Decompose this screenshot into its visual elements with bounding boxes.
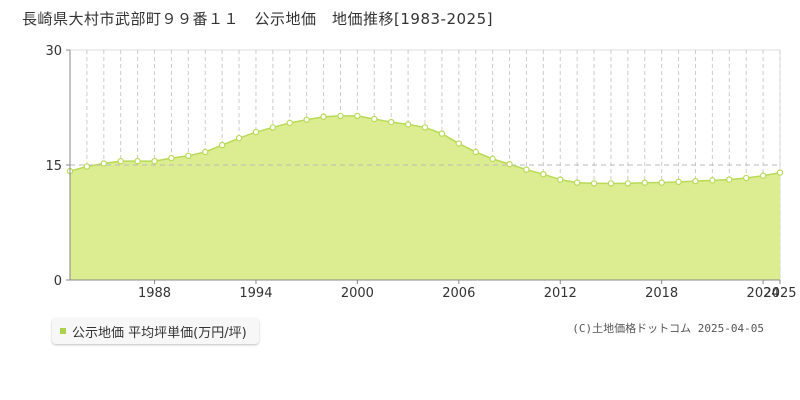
series-area	[70, 115, 780, 280]
data-point	[421, 124, 429, 131]
legend: 公示地価 平均坪単価(万円/坪)	[52, 318, 259, 344]
data-point	[557, 176, 564, 183]
x-tick-label: 2006	[442, 286, 475, 301]
data-point	[472, 148, 479, 156]
data-point	[455, 140, 463, 147]
data-point	[590, 180, 598, 187]
data-point	[185, 152, 192, 159]
x-tick-label: 2025	[763, 286, 796, 301]
x-tick-label: 2000	[341, 286, 374, 301]
data-point	[286, 119, 293, 127]
data-point	[658, 179, 665, 186]
data-point	[269, 124, 277, 131]
data-point	[641, 179, 648, 186]
data-point	[607, 180, 615, 187]
x-tick-label: 1988	[138, 286, 171, 301]
data-point	[218, 141, 226, 149]
x-tick-label: 2018	[645, 286, 678, 301]
chart-title: 長崎県大村市武部町９９番１１ 公示地価 地価推移[1983-2025]	[22, 10, 493, 28]
data-point	[523, 166, 530, 173]
data-point	[235, 134, 243, 142]
y-tick-label: 0	[54, 274, 62, 289]
data-point	[675, 178, 682, 186]
x-tick-label: 2012	[544, 286, 577, 301]
data-point	[692, 177, 699, 185]
legend-swatch	[60, 328, 66, 334]
data-point	[624, 180, 632, 187]
data-point	[506, 161, 513, 168]
data-point	[726, 176, 733, 183]
data-point	[573, 179, 581, 186]
data-point	[759, 172, 767, 179]
data-point	[320, 113, 327, 120]
x-tick-label: 2024	[747, 286, 780, 301]
data-point	[337, 112, 344, 120]
data-point	[354, 112, 361, 120]
data-point	[776, 169, 784, 176]
data-point	[404, 121, 412, 128]
data-point	[489, 155, 496, 163]
data-point	[151, 157, 158, 165]
data-point	[387, 118, 395, 126]
copyright-text: (C)土地価格ドットコム 2025-04-05	[572, 322, 764, 335]
data-point	[371, 115, 378, 123]
data-point	[134, 157, 141, 165]
data-point	[100, 160, 108, 167]
data-point	[168, 154, 175, 162]
y-tick-label: 30	[45, 44, 62, 59]
data-point	[117, 157, 124, 165]
data-point	[202, 148, 209, 156]
data-point	[303, 116, 310, 123]
data-point	[540, 170, 547, 178]
data-point	[742, 174, 750, 182]
y-tick-label: 15	[45, 159, 62, 174]
data-point	[83, 163, 91, 170]
data-point	[252, 128, 260, 136]
x-tick-label: 1994	[239, 286, 272, 301]
data-point	[709, 177, 716, 184]
data-point	[438, 130, 446, 137]
legend-label: 公示地価 平均坪単価(万円/坪)	[72, 325, 247, 341]
